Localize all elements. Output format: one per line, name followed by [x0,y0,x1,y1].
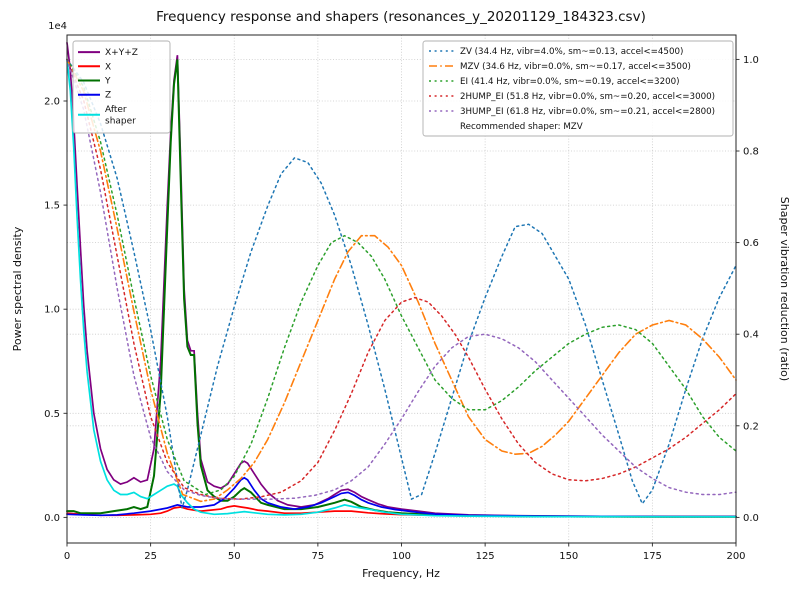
y-left-tick-label: 0.0 [44,513,60,524]
legend-label-z: Z [105,91,111,101]
y-left-tick-label: 0.5 [44,409,60,420]
x-tick-label: 100 [392,551,411,562]
x-tick-label: 75 [312,551,325,562]
legend-shapers: ZV (34.4 Hz, vibr=4.0%, sm~=0.13, accel<… [422,40,734,137]
y-right-tick-label: 1.0 [743,55,759,66]
legend-label-x: X [105,62,111,72]
y-right-tick-label: 0.2 [743,421,759,432]
series-2hump-ei [66,58,737,500]
legend-label-zv: ZV (34.4 Hz, vibr=4.0%, sm~=0.13, accel<… [460,47,683,57]
legend-label-2hump-ei: 2HUMP_EI (51.8 Hz, vibr=0.0%, sm~=0.20, … [460,92,715,102]
x-tick-label: 25 [144,551,157,562]
y-right-tick-label: 0.0 [743,513,759,524]
x-tick-label: 125 [476,551,495,562]
series-after-shaper [66,58,737,518]
legend-label-xyz: X+Y+Z [105,48,138,58]
x-axis-label: Frequency, Hz [362,567,440,580]
y-right-tick-label: 0.6 [743,238,759,249]
y-left-axis-label: Power spectral density [11,226,24,351]
series-mzv [66,58,737,503]
y-left-tick-label: 2.0 [44,96,60,107]
x-tick-label: 200 [726,551,745,562]
x-tick-label: 175 [643,551,662,562]
y-right-axis-label: Shaper vibration reduction (ratio) [778,197,791,381]
y-right-tick-label: 0.8 [743,147,759,158]
legend-psd-box [72,40,171,134]
series-lines [66,41,737,518]
series-zv [66,58,737,509]
legend-label-mzv: MZV (34.6 Hz, vibr=0.0%, sm~=0.17, accel… [460,62,691,72]
series-3hump-ei [66,58,737,500]
y-left-tick-label: 1.0 [44,305,60,316]
legend-psd: X+Y+Z XYZ After shaper [72,40,171,134]
chart-title: Frequency response and shapers (resonanc… [156,9,646,25]
legend-label-after-shaper: After [105,105,127,115]
y-left-tick-label: 1.5 [44,201,60,212]
x-tick-label: 150 [559,551,578,562]
legend-label-y: Y [104,77,111,87]
axis-ticks: 0 25 50 75 100 125 150 175 200 0.0 0.5 1.0 1.5 2.0 0.0… [44,55,759,562]
legend-label-3hump-ei: 3HUMP_EI (61.8 Hz, vibr=0.0%, sm~=0.21, … [460,107,715,117]
x-tick-label: 0 [64,551,70,562]
legend-shapers-box [422,40,734,137]
y-axis-offset-label: 1e4 [48,21,67,32]
series-ei [66,58,737,496]
legend-label-after-shaper: shaper [105,117,136,127]
series-xyz [66,41,737,518]
x-tick-label: 50 [228,551,241,562]
y-right-tick-label: 0.4 [743,330,759,341]
recommended-shaper-note: Recommended shaper: MZV [460,122,583,132]
legend-label-ei: EI (41.4 Hz, vibr=0.0%, sm~=0.19, accel<… [460,77,680,87]
series-z [66,476,737,518]
